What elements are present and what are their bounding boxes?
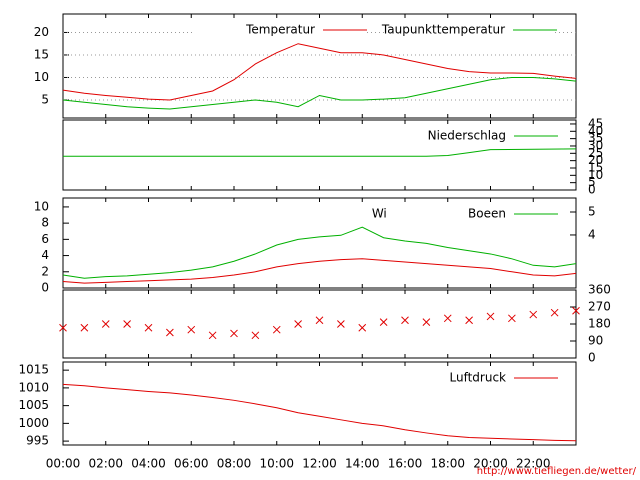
y-tick-label: 1010	[18, 380, 49, 394]
y-tick-label: 1000	[18, 416, 49, 430]
y-tick-label: 6	[41, 232, 49, 246]
direction-point	[550, 308, 559, 317]
y-tick-label: 15	[588, 160, 603, 174]
direction-point	[315, 316, 324, 325]
y-tick-label: 0	[588, 351, 596, 365]
direction-point	[337, 320, 345, 328]
y-tick-label: 1015	[18, 363, 49, 377]
direction-point	[401, 316, 409, 325]
x-tick-label: 06:00	[174, 457, 209, 471]
direction-point	[101, 320, 110, 328]
direction-point	[508, 314, 516, 323]
legend-bg	[386, 128, 556, 144]
legend-bg	[386, 206, 556, 222]
y-tick-label: 180	[588, 317, 611, 331]
direction-point	[272, 325, 281, 334]
y-tick-label: 270	[588, 300, 611, 314]
direction-point	[230, 329, 238, 338]
x-tick-label: 00:00	[46, 457, 81, 471]
direction-point	[80, 323, 89, 332]
y2-tick-label: 4	[588, 227, 596, 241]
legend-label: Boeen	[468, 207, 506, 221]
panel-frame	[62, 289, 577, 359]
direction-point	[123, 320, 131, 328]
x-tick-label: 22:00	[516, 457, 551, 471]
x-tick-label: 12:00	[302, 457, 337, 471]
series-line	[62, 258, 577, 284]
y-tick-label: 0	[588, 183, 596, 197]
y-tick-label: 35	[588, 131, 603, 145]
direction-point	[379, 318, 388, 326]
x-tick-label: 18:00	[430, 457, 465, 471]
series-line	[62, 226, 577, 279]
y-tick-label: 0	[41, 281, 49, 295]
direction-point	[208, 331, 217, 340]
x-tick-label: 08:00	[217, 457, 252, 471]
legend-label: Taupunkttemperatur	[381, 23, 505, 37]
series-line	[62, 43, 577, 101]
y-tick-label: 25	[588, 146, 603, 160]
direction-point	[529, 310, 538, 319]
direction-point	[144, 323, 153, 332]
series-line	[62, 383, 577, 442]
x-tick-label: 04:00	[131, 457, 166, 471]
y-tick-label: 5	[41, 92, 49, 106]
y-tick-label: 2	[41, 264, 49, 278]
y-tick-label: 20	[34, 25, 49, 39]
series-line	[63, 148, 577, 157]
direction-point	[166, 328, 174, 337]
direction-point	[358, 323, 367, 332]
legend-label: Temperatur	[245, 23, 315, 37]
y-tick-label: 10	[588, 168, 603, 182]
y-tick-label: 30	[588, 138, 603, 152]
series-line	[62, 76, 577, 110]
x-tick-label: 14:00	[345, 457, 380, 471]
direction-point	[486, 312, 495, 321]
y-tick-label: 1005	[18, 398, 49, 412]
legend-label: Luftdruck	[449, 371, 506, 385]
y-tick-label: 15	[34, 47, 49, 61]
y-tick-label: 40	[588, 124, 603, 138]
y-tick-label: 4	[41, 248, 49, 262]
x-tick-label: 16:00	[388, 457, 423, 471]
direction-point	[465, 316, 473, 325]
legend-bg	[386, 370, 556, 386]
y-tick-label: 995	[26, 434, 49, 448]
x-tick-label: 02:00	[88, 457, 123, 471]
direction-point	[443, 314, 452, 323]
y-tick-label: 360	[588, 283, 611, 297]
legend-bg	[385, 22, 555, 38]
y-tick-label: 5	[588, 175, 596, 189]
y-tick-label: 10	[34, 70, 49, 84]
direction-point	[422, 318, 431, 326]
y-tick-label: 45	[588, 116, 603, 130]
y-tick-label: 20	[588, 153, 603, 167]
y-tick-label: 10	[34, 199, 49, 213]
direction-point	[294, 320, 302, 328]
y-tick-label: 90	[588, 334, 603, 348]
footer-link[interactable]: http://www.tiefliegen.de/wetter/	[477, 466, 637, 477]
legend-label: Niederschlag	[428, 129, 506, 143]
direction-point	[59, 323, 67, 332]
x-tick-label: 10:00	[259, 457, 294, 471]
legend-bg	[195, 22, 365, 38]
direction-point	[187, 325, 196, 334]
y2-tick-label: 5	[588, 205, 596, 219]
x-tick-label: 20:00	[473, 457, 508, 471]
direction-point	[572, 306, 580, 315]
direction-point	[251, 331, 260, 340]
y-tick-label: 8	[41, 216, 49, 230]
